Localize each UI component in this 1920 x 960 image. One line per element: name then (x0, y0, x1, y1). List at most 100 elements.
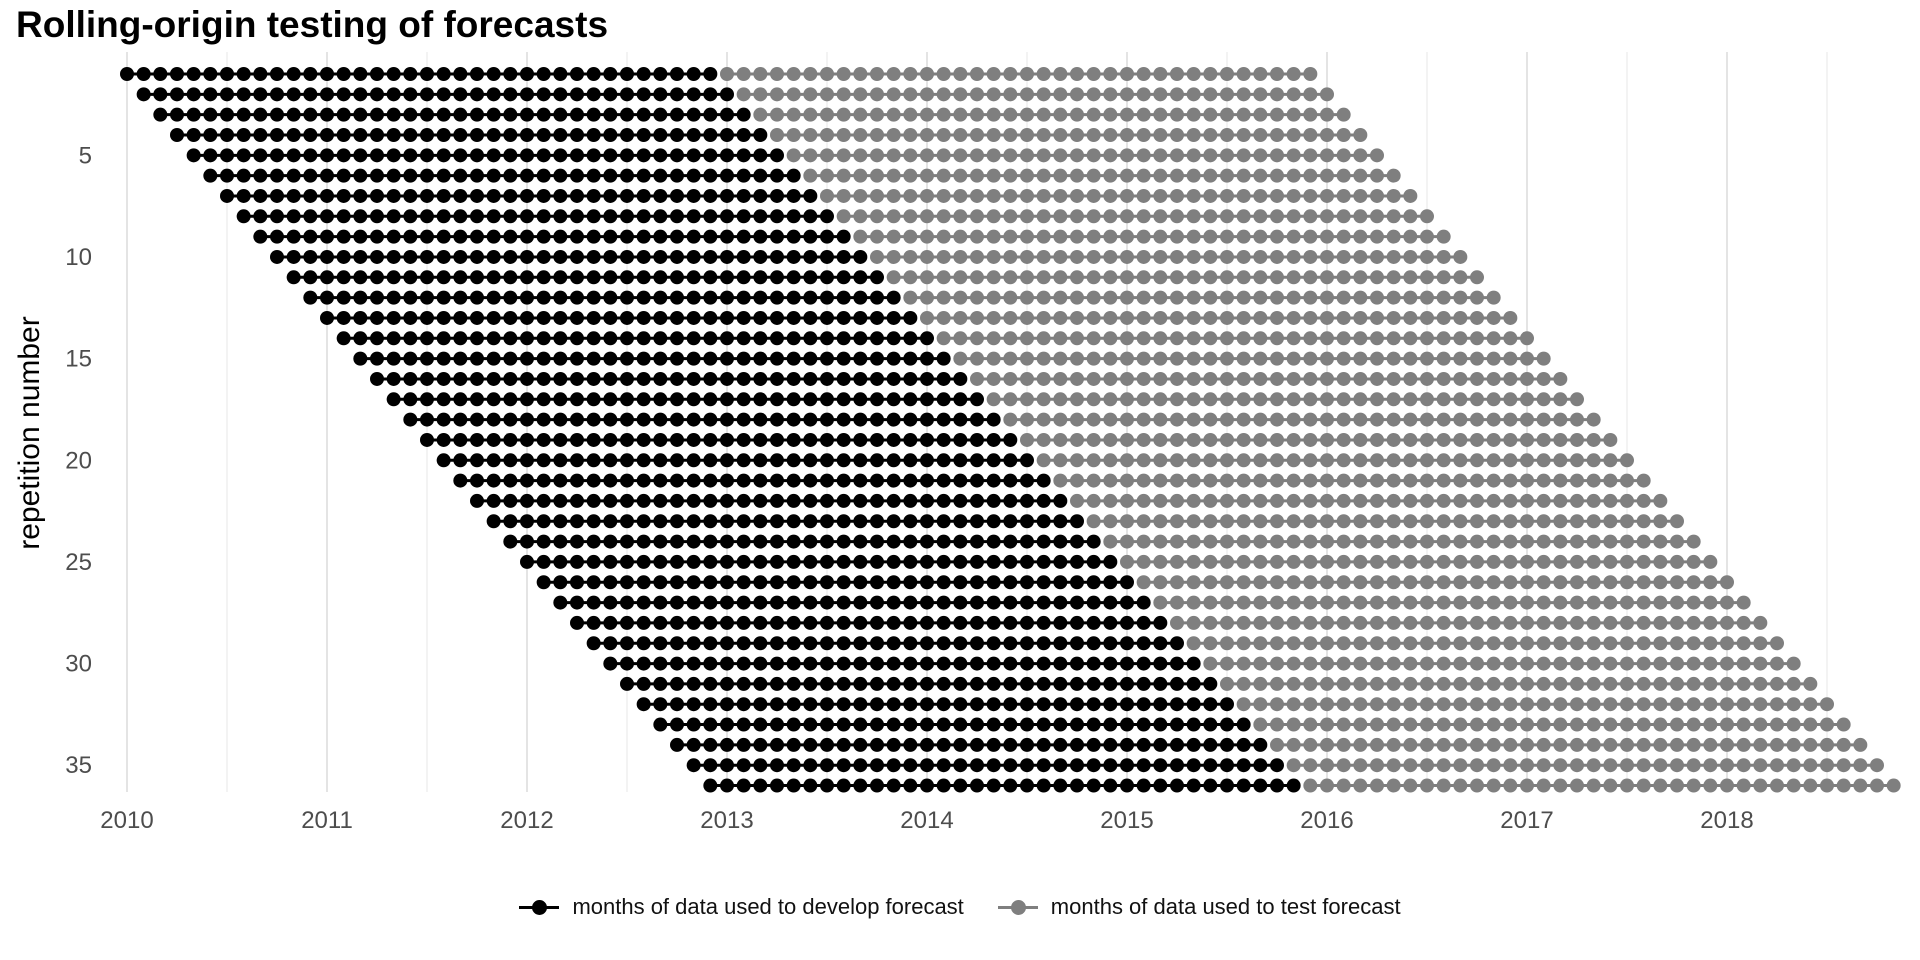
develop-segment-dot (1203, 717, 1218, 732)
develop-segment-dot (520, 392, 534, 407)
test-segment-dot (1386, 697, 1401, 712)
test-segment-dot (1003, 107, 1018, 122)
test-segment-dot (1236, 229, 1251, 244)
test-segment-dot (1270, 697, 1284, 712)
test-segment-dot (1620, 656, 1634, 671)
develop-segment-dot (920, 514, 934, 529)
test-segment-dot (1286, 717, 1301, 732)
develop-segment-dot (253, 107, 268, 122)
develop-segment-dot (486, 127, 501, 142)
develop-segment-dot (736, 737, 751, 752)
develop-segment-dot (486, 107, 501, 122)
test-segment-dot (1086, 229, 1101, 244)
develop-segment-dot (570, 351, 584, 366)
develop-segment-dot (1036, 595, 1051, 610)
develop-segment-dot (853, 331, 868, 346)
test-segment-dot (1436, 310, 1451, 325)
develop-segment-dot (1036, 636, 1051, 651)
test-segment-dot (1420, 676, 1434, 691)
test-segment-dot (1620, 493, 1634, 508)
test-segment-dot (1203, 107, 1218, 122)
develop-segment-dot (903, 575, 918, 590)
develop-segment-dot (820, 290, 834, 305)
develop-segment-dot (603, 534, 618, 549)
test-segment-dot (1286, 249, 1301, 264)
develop-segment-dot (753, 310, 768, 325)
test-segment-dot (1720, 615, 1734, 630)
test-segment-dot (1270, 270, 1284, 285)
develop-segment-dot (970, 473, 984, 488)
develop-segment-dot (1236, 778, 1251, 793)
develop-segment-dot (786, 554, 801, 569)
test-segment-dot (1470, 575, 1484, 590)
test-segment-dot (1453, 473, 1468, 488)
test-segment-dot (1353, 371, 1368, 386)
test-segment-dot (953, 87, 968, 102)
develop-segment-dot (170, 107, 184, 122)
test-segment-dot (1486, 493, 1501, 508)
test-segment-dot (1586, 514, 1601, 529)
develop-segment-dot (653, 351, 668, 366)
develop-segment-dot (403, 67, 418, 81)
test-segment-dot (1436, 453, 1451, 468)
develop-segment-dot (1086, 636, 1101, 651)
test-segment-dot (836, 67, 851, 81)
develop-segment-dot (570, 229, 584, 244)
develop-segment-dot (386, 209, 401, 224)
develop-segment-dot (720, 615, 734, 630)
test-segment-dot (1220, 371, 1234, 386)
test-segment-dot (1520, 412, 1534, 427)
develop-segment-dot (553, 249, 568, 264)
develop-segment-dot (203, 127, 218, 142)
develop-segment-dot (686, 392, 701, 407)
develop-segment-dot (853, 412, 868, 427)
develop-segment-dot (1086, 697, 1101, 712)
develop-segment-dot (970, 737, 984, 752)
develop-segment-dot (220, 148, 234, 163)
test-segment-dot (1236, 351, 1251, 366)
test-segment-dot (903, 249, 918, 264)
test-segment-dot (1153, 209, 1168, 224)
test-segment-dot (1253, 168, 1268, 183)
test-segment-dot (1303, 656, 1318, 671)
develop-segment-dot (920, 453, 934, 468)
develop-segment-dot (953, 615, 968, 630)
test-segment-dot (1770, 758, 1784, 773)
develop-segment-dot (503, 270, 518, 285)
test-segment-dot (1220, 188, 1234, 203)
develop-segment-dot (653, 107, 668, 122)
develop-segment-dot (620, 493, 634, 508)
test-segment-dot (1370, 229, 1384, 244)
test-segment-dot (1453, 371, 1468, 386)
develop-segment-dot (503, 371, 518, 386)
test-segment-dot (1103, 67, 1118, 81)
test-segment-dot (1203, 290, 1218, 305)
test-segment-dot (986, 107, 1001, 122)
develop-segment-dot (653, 87, 668, 102)
test-segment-dot (1286, 188, 1301, 203)
develop-segment-dot (703, 351, 718, 366)
test-segment-dot (1020, 127, 1034, 142)
develop-segment-dot (753, 392, 768, 407)
develop-segment-dot (470, 67, 484, 81)
develop-segment-dot (1020, 656, 1034, 671)
develop-segment-dot (186, 148, 201, 163)
test-segment-dot (1286, 737, 1301, 752)
develop-segment-dot (953, 392, 968, 407)
develop-segment-dot (1153, 697, 1168, 712)
test-segment-dot (1653, 534, 1668, 549)
develop-segment-dot (570, 148, 584, 163)
develop-segment-dot (370, 290, 384, 305)
develop-segment-dot (703, 534, 718, 549)
test-segment-dot (1136, 453, 1151, 468)
develop-segment-dot (836, 310, 851, 325)
develop-segment-dot (453, 290, 468, 305)
test-segment-dot (1303, 676, 1318, 691)
develop-segment-dot (703, 493, 718, 508)
develop-segment-dot (703, 676, 718, 691)
develop-segment-dot (920, 392, 934, 407)
test-segment-dot (1053, 331, 1068, 346)
develop-segment-dot (736, 656, 751, 671)
test-segment-dot (1370, 351, 1384, 366)
develop-segment-dot (986, 595, 1001, 610)
